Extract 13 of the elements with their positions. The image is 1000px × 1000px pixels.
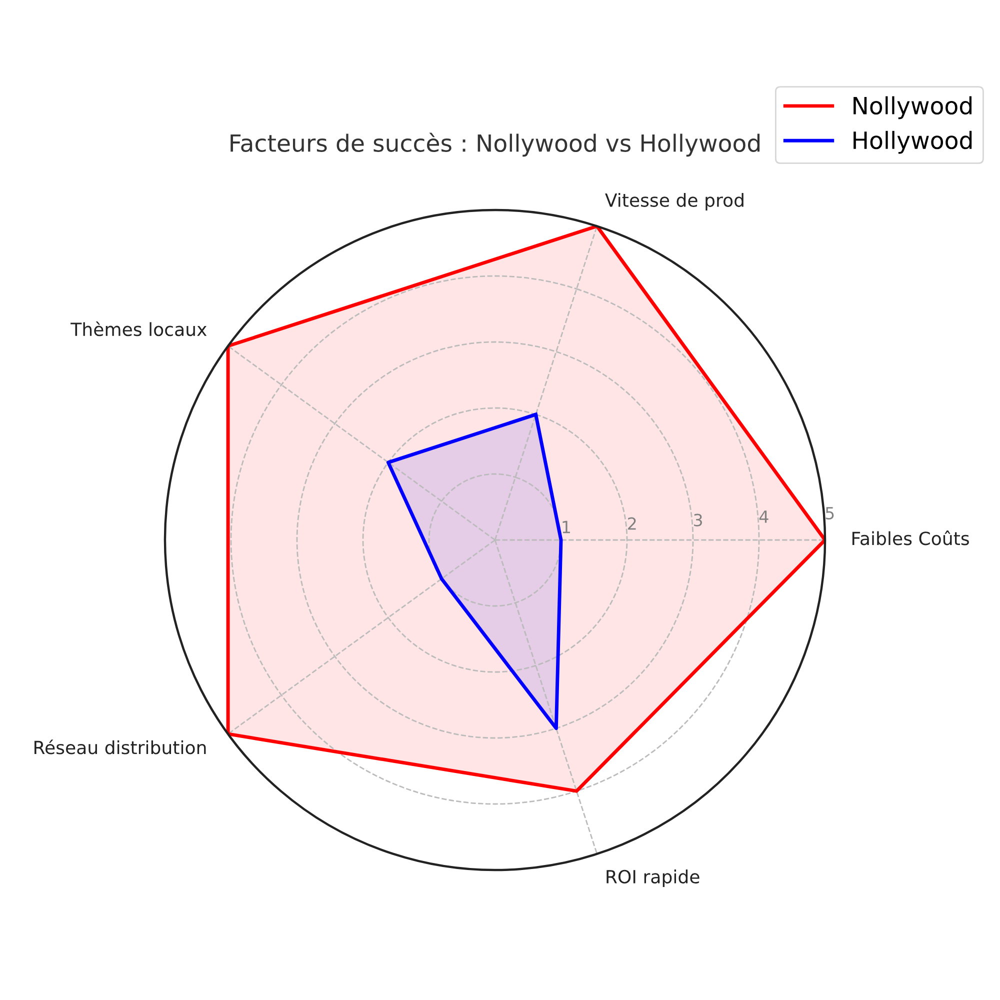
spoke-label: Vitesse de prod	[605, 192, 744, 210]
y-tick-label: 5	[826, 507, 834, 520]
legend-label: Hollywood	[854, 130, 972, 154]
spoke-label: Thèmes locaux	[70, 321, 207, 336]
spoke-label: Faibles Coûts	[852, 530, 969, 546]
y-tick-label: 2	[628, 517, 636, 530]
legend-label: Nollywood	[854, 96, 972, 120]
text: Facteurs de succès : Nollywood vs Hollywood	[230, 132, 760, 157]
y-tick-label: 3	[694, 514, 702, 526]
spoke-label: Réseau distribution	[34, 740, 206, 754]
spoke-label: ROI rapide	[606, 870, 700, 888]
y-tick-label: 1	[562, 520, 570, 534]
y-tick-label: 4	[759, 510, 768, 523]
